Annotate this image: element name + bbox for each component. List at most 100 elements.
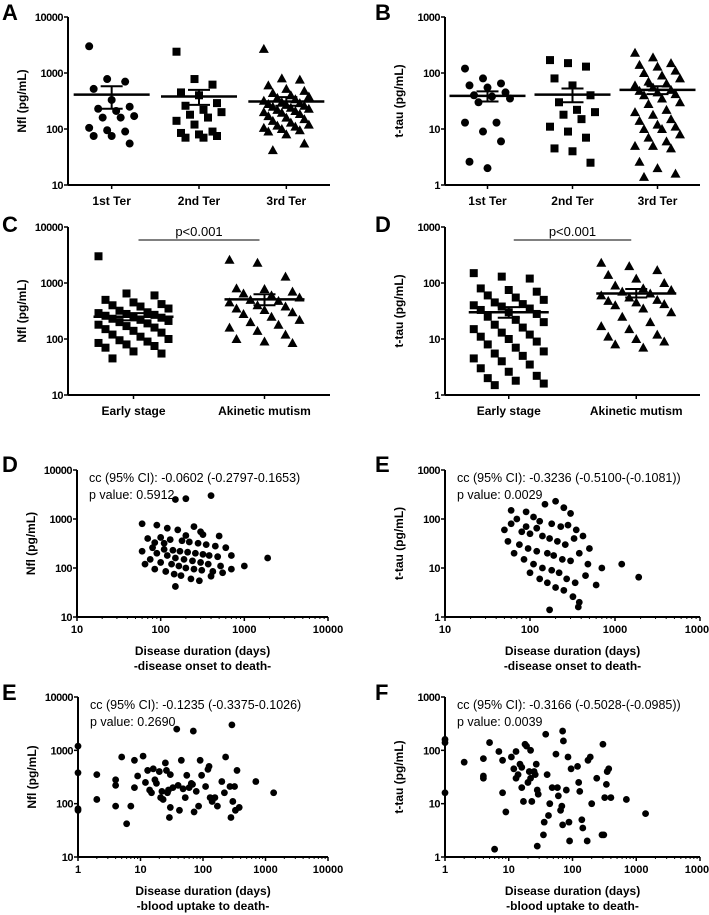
data-point [657,70,667,80]
data-point [639,68,649,77]
data-point [539,347,548,356]
data-point [149,544,156,552]
data-point [510,765,518,773]
data-point [258,43,269,53]
data-point [181,794,189,801]
data-point [479,755,487,762]
data-point [582,62,590,71]
data-point [205,762,213,770]
x-axis-label: Disease duration (days) [135,884,270,898]
data-point [190,75,199,84]
data-point [659,336,670,346]
data-point [108,354,117,363]
data-point [584,560,592,568]
data-point [231,783,238,790]
data-point [540,831,547,839]
data-point [525,330,534,339]
data-point [557,523,565,530]
x-axis-sublabel: -disease onset to death- [504,659,641,673]
y-tick-label: 10 [429,799,441,811]
y-axis-label: t-tau (pg/mL) [392,507,406,580]
data-point [539,564,546,572]
data-point [574,603,582,611]
data-point [550,552,558,559]
data-point [112,782,120,789]
data-point [617,311,628,321]
data-point [631,334,642,343]
data-point [497,272,506,281]
data-point [602,780,610,788]
data-point [101,325,110,334]
data-point [192,787,200,795]
data-point [550,144,559,153]
data-point [224,297,235,307]
data-point [303,103,314,113]
data-point [558,802,566,810]
x-tick-label: Akinetic mutism [590,404,683,418]
data-point [536,575,544,583]
data-point [214,802,221,810]
data-point [150,291,159,300]
data-point [149,765,157,773]
data-point [554,784,561,792]
data-point [483,374,492,383]
data-point [227,814,235,821]
y-tick-label: 10000 [45,692,73,704]
data-point [107,131,116,140]
y-tick-label: 10 [52,390,64,402]
data-point [525,360,534,369]
data-point [199,133,208,142]
data-point [652,265,663,275]
x-axis-sublabel: -blood uptake to death- [506,899,639,913]
data-point [266,311,277,321]
data-point [559,110,568,119]
data-point [522,523,530,530]
data-point [290,121,301,131]
data-point [504,285,513,294]
data-point [166,536,174,543]
data-point [108,301,117,310]
data-point [217,562,224,570]
x-tick-label: 10000 [313,864,344,876]
data-point [103,126,112,135]
data-point [582,133,590,142]
panel-label: E [2,680,17,705]
x-tick-label: 1000 [624,864,648,876]
y-tick-label: 10 [62,852,74,864]
data-point [603,331,614,341]
data-point [221,789,228,797]
data-point [630,80,640,90]
y-tick-label: 1000 [418,465,441,477]
p-value-annotation: p<0.001 [549,224,596,239]
data-point [483,83,492,92]
data-point [567,510,574,517]
data-point [546,56,554,65]
data-point [94,338,103,347]
data-point [501,88,510,97]
data-point [202,541,210,549]
data-point [552,750,560,758]
data-point [560,586,568,594]
data-point [483,312,492,321]
x-tick-label: 100 [151,624,169,636]
data-point [118,753,126,761]
data-point [122,322,131,331]
data-point [158,787,166,795]
x-tick-label: 3rd Ter [638,194,678,208]
data-point [181,133,190,142]
p-value-annotation: p value: 0.5912 [89,488,175,502]
data-point [151,565,159,573]
data-point [267,145,278,155]
data-point [229,798,237,805]
data-point [562,786,570,794]
data-point [172,47,181,56]
data-point [231,334,242,343]
data-point [476,305,485,314]
data-point [490,320,499,329]
data-point [639,171,649,181]
data-point [162,568,170,575]
data-point [157,534,165,541]
data-point [276,107,287,117]
data-point [205,552,213,559]
data-point [603,295,614,305]
